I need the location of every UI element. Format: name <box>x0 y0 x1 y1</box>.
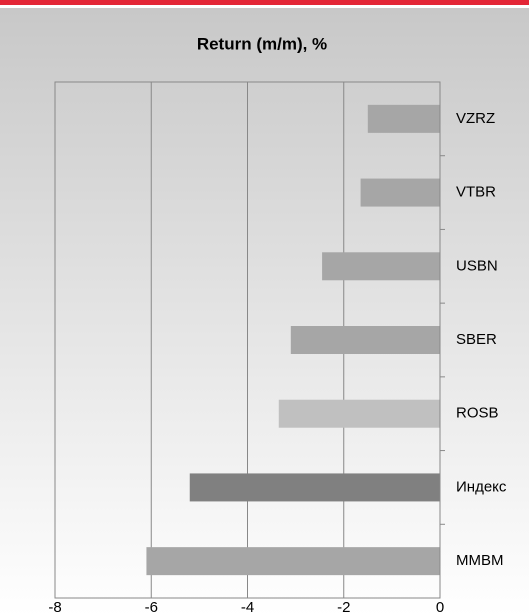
bar <box>367 104 440 133</box>
category-label: VTBR <box>456 184 496 201</box>
category-label: ROSB <box>456 405 499 422</box>
bar <box>360 178 440 207</box>
x-tick-label: -2 <box>337 599 350 616</box>
category-label: MMBM <box>456 552 504 569</box>
x-tick-label: -8 <box>48 599 61 616</box>
x-tick-label: -6 <box>145 599 158 616</box>
chart-title: Return (m/m), % <box>197 34 327 53</box>
top-bar <box>0 0 529 5</box>
x-tick-label: -4 <box>241 599 254 616</box>
chart-background <box>0 8 529 616</box>
category-label: SBER <box>456 331 497 348</box>
category-label: Индекс <box>456 478 507 495</box>
x-tick-label: 0 <box>436 599 444 616</box>
bar <box>322 252 440 281</box>
bar <box>189 473 440 502</box>
bar <box>146 547 440 576</box>
bar <box>290 326 440 354</box>
category-label: VZRZ <box>456 110 495 127</box>
bar <box>278 399 440 428</box>
category-label: USBN <box>456 257 498 274</box>
